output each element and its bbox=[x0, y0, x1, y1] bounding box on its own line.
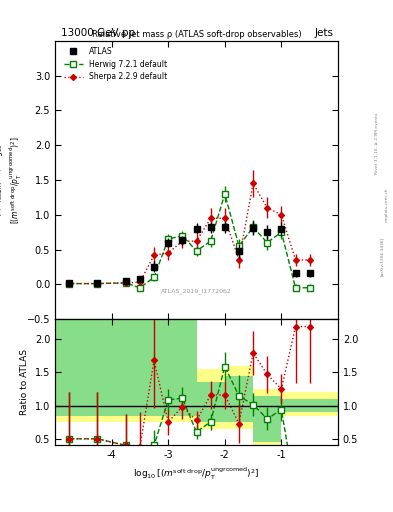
Text: Jets: Jets bbox=[315, 28, 334, 38]
Text: ATLAS_2019_I1772062: ATLAS_2019_I1772062 bbox=[161, 288, 232, 294]
X-axis label: $\log_{10}[(m^{\rm soft\ drop}/p_{\rm T}^{\rm ungroomed})^2]$: $\log_{10}[(m^{\rm soft\ drop}/p_{\rm T}… bbox=[133, 466, 260, 482]
Text: Rivet 3.1.10, ≥ 2.9M events: Rivet 3.1.10, ≥ 2.9M events bbox=[375, 113, 379, 174]
Text: [arXiv:1306.3436]: [arXiv:1306.3436] bbox=[380, 237, 384, 275]
Text: 13000 GeV pp: 13000 GeV pp bbox=[61, 28, 135, 38]
Legend: ATLAS, Herwig 7.2.1 default, Sherpa 2.2.9 default: ATLAS, Herwig 7.2.1 default, Sherpa 2.2.… bbox=[61, 44, 170, 84]
Y-axis label: Ratio to ATLAS: Ratio to ATLAS bbox=[20, 349, 29, 415]
Y-axis label: $(1/\sigma_{\rm resum})\,d\sigma/d\log_{10}$
$[(m^{\rm soft\ drop}/p_{\rm T}^{\r: $(1/\sigma_{\rm resum})\,d\sigma/d\log_{… bbox=[0, 136, 24, 224]
Text: mcplots.cern.ch: mcplots.cern.ch bbox=[384, 187, 388, 222]
Title: Relative jet mass ρ (ATLAS soft-drop observables): Relative jet mass ρ (ATLAS soft-drop obs… bbox=[92, 30, 301, 39]
